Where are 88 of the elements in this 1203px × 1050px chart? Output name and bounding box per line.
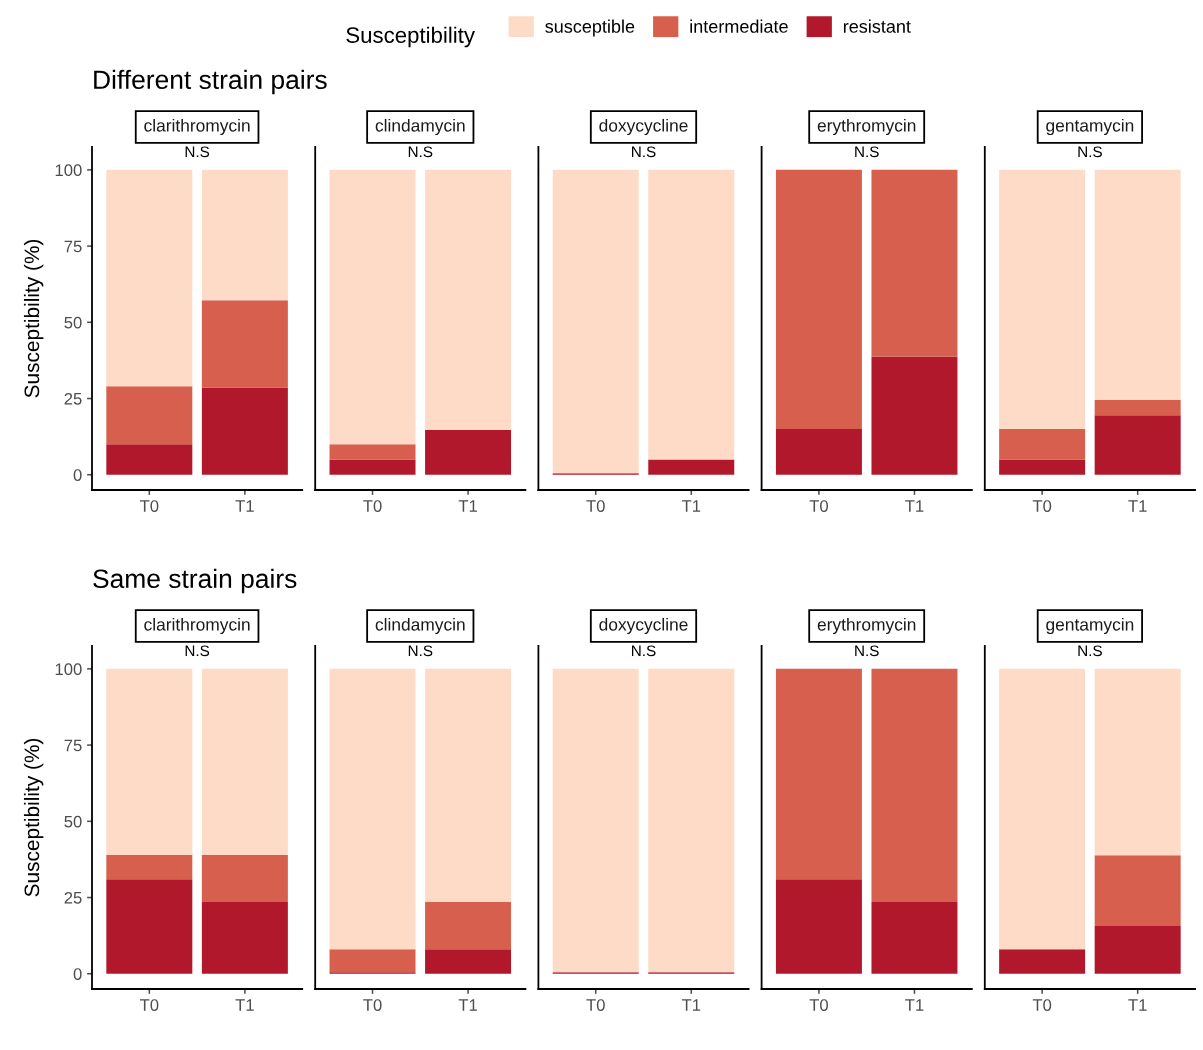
bar bbox=[201, 902, 288, 974]
bar bbox=[1094, 415, 1181, 475]
x-tick-label: T1 bbox=[681, 500, 701, 512]
x-tick-label: T1 bbox=[681, 999, 701, 1011]
bar bbox=[1094, 400, 1181, 416]
legend-label: resistant bbox=[843, 19, 911, 33]
chart-title: gentamycin bbox=[1046, 118, 1134, 136]
y-tick-label: 75 bbox=[64, 739, 82, 752]
bar bbox=[329, 459, 416, 475]
bar bbox=[1094, 668, 1181, 856]
x-tick-label: T1 bbox=[1128, 500, 1147, 512]
chart-subtitle: Same strain pairs bbox=[93, 568, 297, 594]
y-tick-label: 50 bbox=[64, 316, 82, 329]
bar bbox=[201, 668, 288, 855]
x-tick-label: T1 bbox=[235, 999, 254, 1011]
y-tick-label: 50 bbox=[64, 815, 82, 828]
bar bbox=[106, 854, 193, 880]
y-tick-label: 0 bbox=[73, 469, 82, 481]
annotation: N.S bbox=[855, 645, 879, 657]
bar bbox=[425, 949, 512, 974]
bar bbox=[106, 444, 193, 475]
bar bbox=[425, 169, 512, 430]
chart-title: erythromycin bbox=[817, 617, 916, 635]
annotation: N.S bbox=[1078, 645, 1102, 657]
y-axis-title: Susceptibility (%) bbox=[23, 239, 44, 398]
annotation: N.S bbox=[185, 146, 210, 158]
bar bbox=[1094, 855, 1181, 926]
chart-title: gentamycin bbox=[1046, 617, 1134, 635]
bar bbox=[201, 387, 288, 475]
bar bbox=[106, 668, 193, 855]
bar bbox=[425, 668, 512, 903]
x-tick-label: T0 bbox=[363, 500, 382, 512]
bar bbox=[1094, 169, 1181, 401]
x-tick-label: T1 bbox=[905, 999, 924, 1011]
annotation: N.S bbox=[408, 146, 433, 158]
y-tick-label: 25 bbox=[64, 392, 82, 405]
x-tick-label: T0 bbox=[809, 999, 828, 1011]
bar bbox=[201, 300, 288, 388]
annotation: N.S bbox=[632, 645, 656, 657]
bar bbox=[425, 902, 512, 950]
bar bbox=[999, 429, 1086, 460]
chart-title: clarithromycin bbox=[144, 617, 250, 635]
bar bbox=[1094, 925, 1181, 974]
x-tick-label: T1 bbox=[235, 500, 254, 512]
x-tick-label: T0 bbox=[1032, 500, 1052, 512]
x-tick-label: T0 bbox=[809, 500, 828, 512]
chart-subtitle: Different strain pairs bbox=[94, 69, 327, 95]
y-tick-label: 100 bbox=[55, 164, 82, 177]
bar bbox=[106, 386, 193, 445]
y-tick-label: 0 bbox=[73, 968, 82, 980]
bar bbox=[106, 169, 193, 387]
y-tick-label: 100 bbox=[55, 663, 82, 676]
y-tick-label: 75 bbox=[64, 240, 82, 253]
annotation: N.S bbox=[408, 645, 433, 657]
legend-label: susceptible bbox=[545, 19, 635, 37]
bar bbox=[425, 429, 512, 475]
x-tick-label: T0 bbox=[363, 999, 382, 1011]
y-axis-title: Susceptibility (%) bbox=[23, 738, 44, 897]
y-tick-label: 25 bbox=[64, 891, 82, 904]
bar bbox=[106, 879, 193, 974]
annotation: N.S bbox=[632, 146, 656, 158]
x-tick-label: T1 bbox=[1128, 999, 1147, 1011]
annotation: N.S bbox=[185, 645, 210, 657]
annotation: N.S bbox=[855, 146, 879, 158]
x-tick-label: T1 bbox=[905, 500, 924, 512]
legend-title: Susceptibility bbox=[346, 26, 475, 48]
x-tick-label: T0 bbox=[139, 500, 159, 512]
x-tick-label: T0 bbox=[586, 999, 605, 1011]
bar bbox=[999, 459, 1086, 475]
chart-title: clarithromycin bbox=[144, 118, 250, 136]
bar bbox=[201, 169, 288, 301]
x-tick-label: T0 bbox=[139, 999, 159, 1011]
bar bbox=[329, 949, 416, 973]
chart-title: clindamycin bbox=[375, 118, 465, 136]
x-tick-label: T1 bbox=[458, 999, 477, 1011]
chart-title: erythromycin bbox=[817, 118, 916, 136]
x-tick-label: T1 bbox=[458, 500, 477, 512]
bar bbox=[999, 169, 1086, 430]
bar bbox=[329, 444, 416, 460]
bar bbox=[999, 949, 1086, 974]
x-tick-label: T0 bbox=[1032, 999, 1052, 1011]
chart-title: doxycycline bbox=[599, 617, 688, 635]
annotation: N.S bbox=[1078, 146, 1102, 158]
bar bbox=[201, 854, 288, 903]
legend-label: intermediate bbox=[690, 19, 788, 33]
chart-title: doxycycline bbox=[599, 118, 688, 136]
chart-title: clindamycin bbox=[375, 617, 465, 635]
x-tick-label: T0 bbox=[586, 500, 605, 512]
